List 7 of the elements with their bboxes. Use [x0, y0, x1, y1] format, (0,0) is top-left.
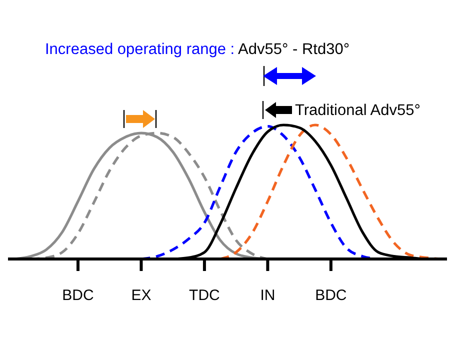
- x-tick-label: BDC: [62, 287, 94, 304]
- chart-title: Increased operating range : Adv55° - Rtd30°: [45, 41, 350, 58]
- x-tick-label: TDC: [189, 287, 220, 304]
- text: Traditional Adv55°: [295, 102, 420, 119]
- x-tick-label: BDC: [315, 287, 347, 304]
- x-tick-label: IN: [260, 287, 276, 304]
- x-tick-label: EX: [131, 287, 152, 304]
